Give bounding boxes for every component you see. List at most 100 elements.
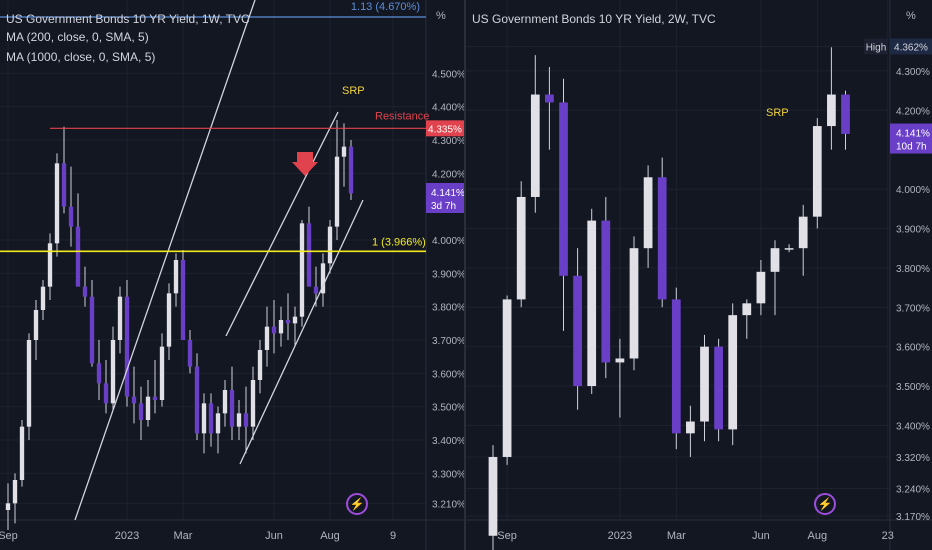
- candle-body: [229, 390, 235, 427]
- chart-pane-weekly[interactable]: 4.500% 4.400% 4.300% 4.200% 4.000% 3.900% 3.80…: [0, 0, 464, 550]
- srp-label: SRP: [342, 85, 365, 97]
- candle-body: [784, 248, 794, 250]
- trendline-steep: [74, 0, 256, 521]
- y-tick-label: 3.700%: [432, 336, 464, 347]
- candle-body: [82, 286, 88, 297]
- candle-body: [686, 421, 695, 434]
- candle-body: [812, 126, 822, 217]
- candle-body: [159, 346, 165, 400]
- channel-upper: [225, 111, 339, 337]
- candle-body: [573, 275, 582, 387]
- candle-body: [341, 146, 347, 157]
- candle-body: [68, 206, 74, 227]
- lightning-icon[interactable]: ⚡: [814, 493, 836, 515]
- candle-body: [770, 248, 780, 272]
- y-tick-label: 3.400%: [432, 436, 464, 447]
- candle-body: [320, 263, 326, 294]
- y-tick-label: 4.300%: [896, 67, 930, 78]
- candle-body: [215, 413, 221, 434]
- y-tick-label: 3.800%: [432, 303, 464, 314]
- candle-body: [798, 216, 808, 249]
- resistance-badge-text: 4.335%: [428, 124, 462, 135]
- current-price-badge: [426, 183, 464, 213]
- pane-divider[interactable]: [464, 0, 466, 550]
- percent-scale-button[interactable]: %: [906, 10, 916, 22]
- price-axis: [890, 0, 932, 550]
- candle-body: [756, 271, 766, 304]
- high-badge-label-bg: [864, 38, 888, 55]
- candle-body: [278, 320, 284, 334]
- y-tick-label: 4.000%: [896, 185, 930, 196]
- candle-body: [264, 326, 270, 350]
- legend-ma1000[interactable]: MA (1000, close, 0, SMA, 5): [6, 50, 156, 64]
- candle-body: [502, 299, 512, 457]
- candle-body: [587, 220, 597, 387]
- chart-canvas-weekly[interactable]: 4.500% 4.400% 4.300% 4.200% 4.000% 3.900% 3.80…: [0, 0, 464, 550]
- candle-body: [671, 299, 681, 434]
- y-tick-label: 3.700%: [896, 303, 930, 314]
- y-tick-label: 4.300%: [432, 136, 464, 147]
- candle-body: [187, 340, 193, 367]
- chart-canvas-biweekly[interactable]: 4.362% 4.300% 4.200% 4.000% 3.900% 3.800% 3.70…: [466, 0, 932, 550]
- x-tick-label: 2023: [115, 530, 139, 542]
- candle-body: [285, 320, 291, 324]
- chart-pane-biweekly[interactable]: 4.362% 4.300% 4.200% 4.000% 3.900% 3.800% 3.70…: [466, 0, 932, 550]
- x-tick-label: Mar: [667, 530, 686, 542]
- y-tick-label: 4.200%: [432, 169, 464, 180]
- candle-body: [222, 390, 228, 414]
- fib-1-13-label: 1.13 (4.670%): [351, 1, 420, 13]
- x-tick-label: Sep: [0, 530, 18, 542]
- current-price-countdown: 3d 7h: [431, 201, 456, 212]
- current-price-value: 4.141%: [431, 188, 464, 199]
- y-tick-label: 3.500%: [432, 403, 464, 414]
- candle-body: [271, 326, 277, 334]
- candle-body: [657, 177, 667, 300]
- y-tick-label: 4.500%: [432, 69, 464, 80]
- candle-body: [5, 503, 11, 510]
- candle-body: [700, 346, 709, 422]
- candle-body: [12, 480, 18, 504]
- candle-body: [117, 296, 123, 340]
- candle-body: [327, 226, 333, 264]
- candle-body: [299, 223, 305, 317]
- x-tick-label: Jun: [265, 530, 283, 542]
- legend-ma200[interactable]: MA (200, close, 0, SMA, 5): [6, 30, 149, 44]
- candle-body: [131, 396, 137, 404]
- y-tick-label: 4.000%: [432, 236, 464, 247]
- candle-body: [334, 156, 340, 227]
- y-tick-label: 3.320%: [896, 453, 930, 464]
- percent-scale-button[interactable]: %: [436, 10, 446, 22]
- candle-body: [714, 346, 723, 430]
- candle-body: [40, 286, 46, 310]
- legend-title: US Government Bonds 10 YR Yield, 1W, TVC: [6, 12, 250, 26]
- high-badge-value: 4.362%: [894, 42, 928, 53]
- x-tick-label: Sep: [497, 530, 517, 542]
- candle-body: [173, 260, 179, 294]
- candle-body: [728, 315, 738, 430]
- candle-body: [208, 403, 214, 434]
- high-badge: [890, 38, 932, 55]
- x-tick-label: Jun: [752, 530, 770, 542]
- current-price-badge: [890, 123, 932, 154]
- channel-lower: [239, 199, 364, 465]
- y-tick-label: 3.800%: [896, 264, 930, 275]
- y-tick-label: 3.210%: [432, 499, 464, 510]
- y-tick-label: 3.400%: [896, 421, 930, 432]
- x-tick-label: 9: [390, 530, 396, 542]
- candle-body: [103, 383, 109, 404]
- candle-body: [827, 94, 836, 127]
- y-tick-label: 3.300%: [432, 469, 464, 480]
- y-tick-label: 4.400%: [432, 103, 464, 114]
- candle-body: [96, 363, 102, 384]
- candle-body: [75, 226, 81, 287]
- lightning-icon[interactable]: ⚡: [346, 493, 368, 515]
- candle-body: [559, 102, 568, 276]
- price-axis: [426, 0, 464, 550]
- candle-body: [306, 223, 312, 287]
- candle-body: [201, 403, 207, 434]
- candle-body: [243, 413, 249, 427]
- srp-label: SRP: [766, 107, 789, 119]
- candle-body: [124, 296, 130, 397]
- down-arrow-icon: [292, 152, 318, 176]
- x-tick-label: 23: [882, 530, 894, 542]
